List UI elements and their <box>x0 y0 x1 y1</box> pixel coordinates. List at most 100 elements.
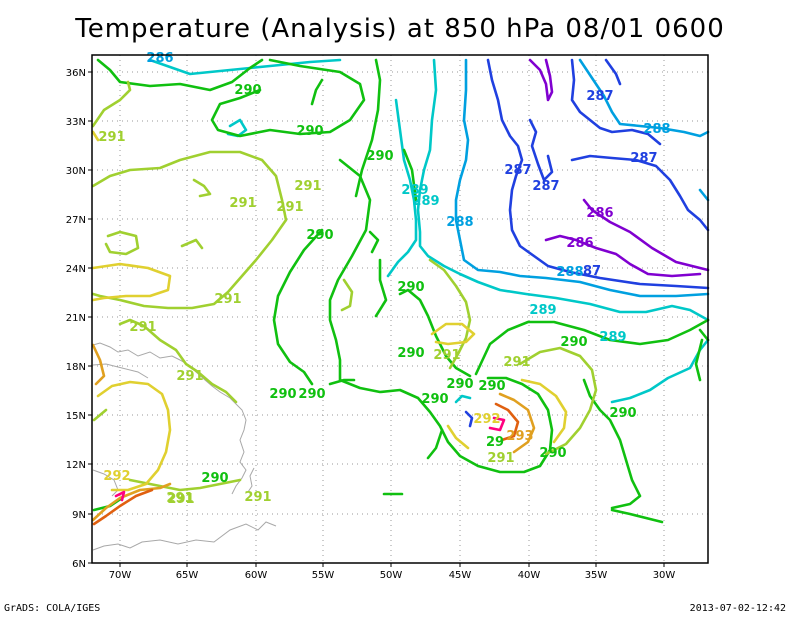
contour-label: 289 <box>599 330 626 345</box>
contour-label: 291 <box>503 355 530 370</box>
contour-label: 291 <box>166 491 193 506</box>
contour-292 <box>446 424 470 450</box>
contour-291 <box>91 80 132 128</box>
contour-291 <box>192 178 212 198</box>
contour-label: 290 <box>296 124 323 139</box>
lon-tick-label: 35W <box>585 570 608 581</box>
contour-291 <box>128 478 242 492</box>
contour-label: 291 <box>129 320 156 335</box>
contour-288 <box>578 58 710 138</box>
lon-tick-label: 65W <box>176 570 199 581</box>
contour-label: 291 <box>214 292 241 307</box>
contour-290 <box>328 158 554 474</box>
contour-286 <box>528 58 554 102</box>
contour-label: 289 <box>412 194 439 209</box>
contour-label: 293 <box>506 429 533 444</box>
contour-label: 293 <box>0 0 14 4</box>
lat-tick-label: 27N <box>66 215 86 226</box>
map-frame <box>91 54 709 564</box>
lat-tick-label: 6N <box>72 559 86 570</box>
contour-290 <box>354 58 382 198</box>
coastline <box>247 467 255 493</box>
contour-label: 288 <box>643 122 670 137</box>
contour-label: 289 <box>401 183 428 198</box>
contour-label: 289 <box>529 303 556 318</box>
contour-label: 290 <box>234 83 261 98</box>
contour-290 <box>694 338 704 382</box>
coastline <box>92 521 277 551</box>
lon-tick-label: 55W <box>312 570 335 581</box>
contour-292 <box>520 378 568 444</box>
contour-287 <box>528 118 554 182</box>
contour-290 <box>272 228 324 386</box>
lon-tick-label: 45W <box>449 570 472 581</box>
contour-295 <box>114 490 126 502</box>
contour-292 <box>96 380 172 492</box>
contour-290 <box>210 58 366 138</box>
contour-290 <box>374 258 388 318</box>
contour-label: 290 <box>560 335 587 350</box>
contour-293 <box>91 482 172 522</box>
coastline <box>92 469 119 497</box>
contour-label: 291 <box>98 130 125 145</box>
contour-label: 291 <box>433 348 460 363</box>
contour-label: 286 <box>586 206 613 221</box>
contour-294 <box>92 488 154 526</box>
lat-tick-label: 18N <box>66 362 86 373</box>
lon-tick-label: 30W <box>653 570 676 581</box>
contour-label: 286 <box>566 236 593 251</box>
contour-lines <box>91 58 710 526</box>
lon-tick-label: 70W <box>109 570 132 581</box>
contour-290 <box>368 230 380 254</box>
contour-label: 292 <box>473 412 500 427</box>
contour-label: 291 <box>244 490 271 505</box>
contour-290 <box>426 428 444 460</box>
contour-label: 290 <box>539 446 566 461</box>
axis-ticks: 36N 33N 30N 27N 24N 21N 18N 15N 12N 9N 6N 70W 65W 60W… <box>66 68 676 581</box>
contour-290 <box>402 148 418 202</box>
contour-286 <box>582 198 710 272</box>
contour-288 <box>454 58 710 298</box>
lat-tick-label: 24N <box>66 264 86 275</box>
lat-tick-label: 15N <box>66 411 86 422</box>
contour-292 <box>91 130 100 142</box>
contour-label: 29 <box>486 435 504 450</box>
contour-label: 290 <box>269 387 296 402</box>
contour-294 <box>494 402 520 442</box>
contour-292 <box>430 322 476 346</box>
lon-tick-label: 60W <box>245 570 268 581</box>
contour-label: 286 <box>146 51 173 66</box>
contour-289 <box>416 58 710 322</box>
coastlines <box>92 342 277 551</box>
contour-287 <box>464 410 474 428</box>
contour-label: 290 <box>397 346 424 361</box>
contour-289 <box>386 98 418 278</box>
contour-label: 291 <box>276 200 303 215</box>
contour-291 <box>428 258 472 370</box>
contour-291 <box>91 150 288 310</box>
contour-label: 290 <box>306 228 333 243</box>
lon-tick-label: 50W <box>380 570 403 581</box>
contour-290 <box>310 78 324 106</box>
lat-tick-label: 36N <box>66 68 86 79</box>
contour-291 <box>92 408 108 422</box>
lat-tick-label: 9N <box>72 510 86 521</box>
coastline <box>92 342 247 495</box>
contour-291 <box>104 230 140 256</box>
contour-label: 290 <box>421 392 448 407</box>
contour-label: 290 <box>201 471 228 486</box>
contour-290 <box>698 328 710 342</box>
contour-287 <box>486 58 710 290</box>
contour-label: 287 <box>586 89 613 104</box>
contour-label: 291 <box>167 492 194 507</box>
contour-label: 288 <box>556 265 583 280</box>
contour-295 <box>488 416 506 432</box>
contour-label: 87 <box>583 264 601 279</box>
contour-label: 290 <box>609 406 636 421</box>
footer-timestamp: 2013-07-02-12:42 <box>689 603 786 614</box>
contour-290 <box>610 508 664 524</box>
contour-label: 291 <box>487 451 514 466</box>
contour-label: 290 <box>366 149 393 164</box>
